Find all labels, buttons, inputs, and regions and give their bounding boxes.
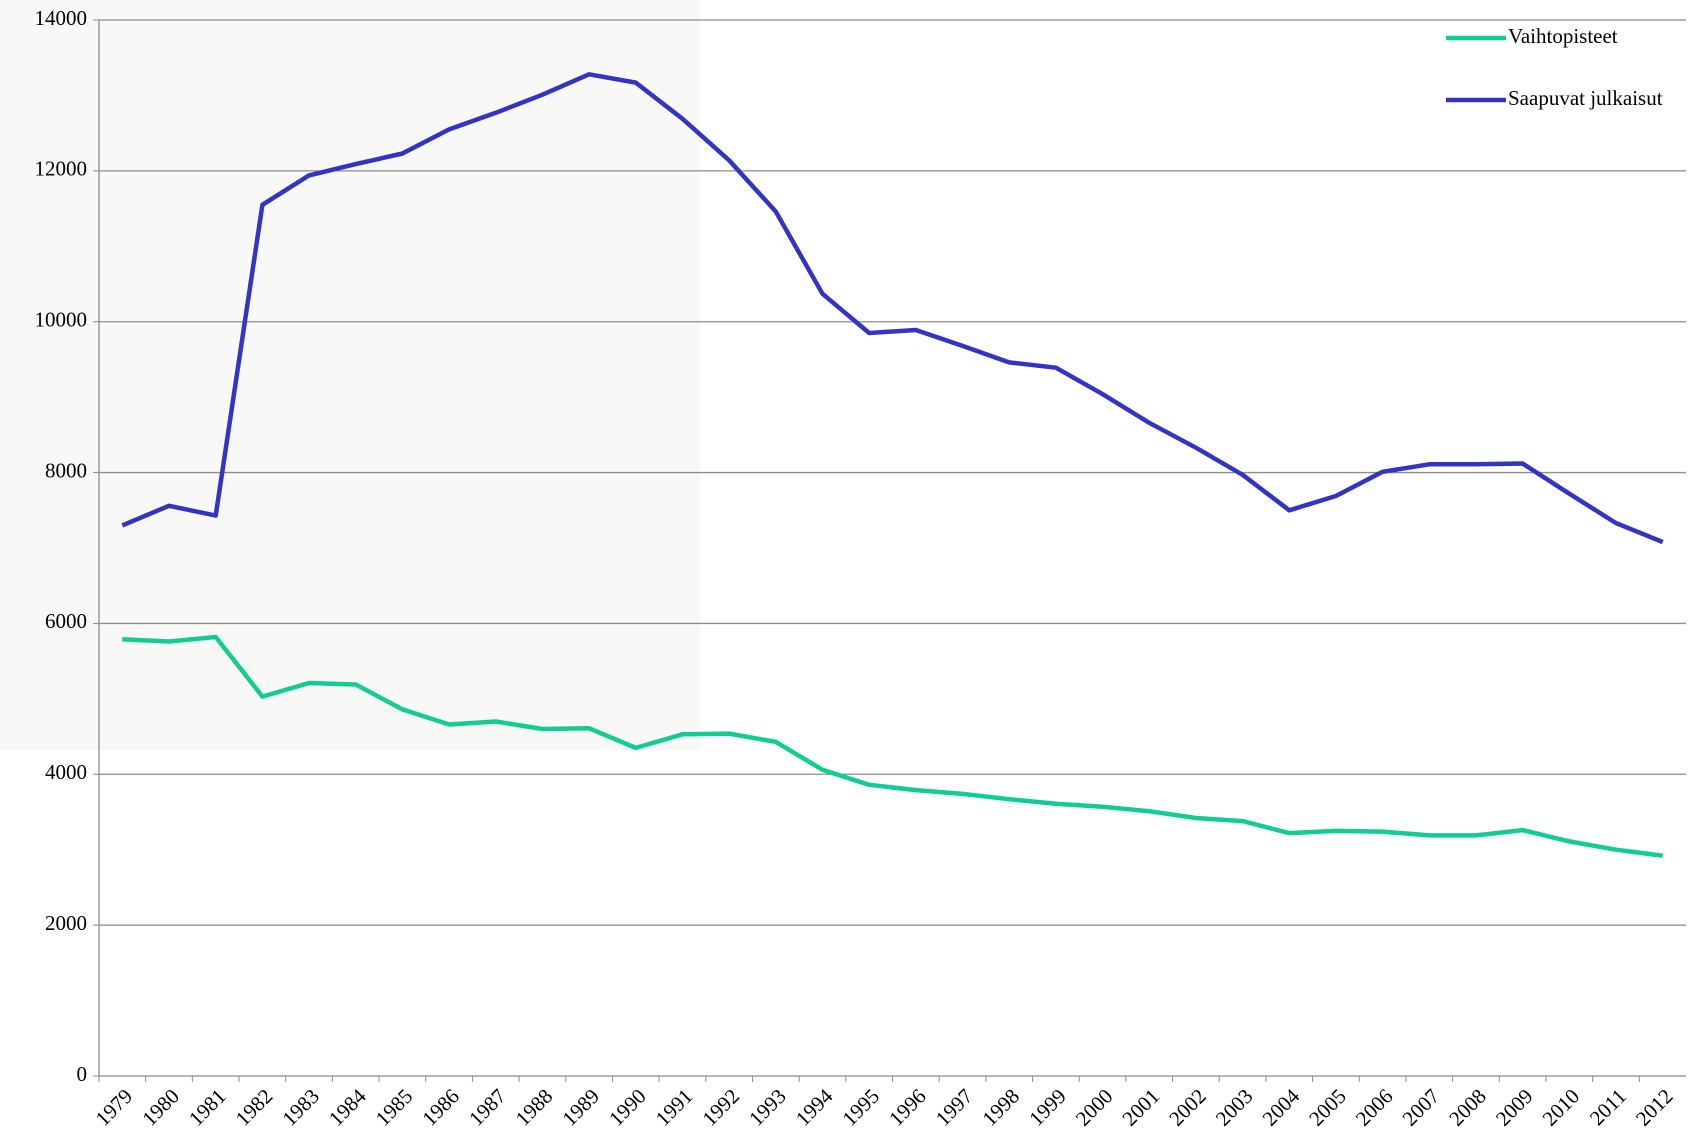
x-tick-label: 1983	[277, 1084, 324, 1131]
x-tick-label: 2008	[1444, 1084, 1491, 1131]
y-tick-label: 12000	[35, 157, 88, 181]
x-tick-label: 1998	[977, 1084, 1024, 1131]
x-tick-label: 1994	[791, 1084, 838, 1131]
legend-label: Saapuvat julkaisut	[1508, 86, 1663, 110]
x-tick-label: 1987	[464, 1084, 511, 1131]
y-tick-label: 10000	[35, 308, 88, 332]
series-line	[121, 72, 1664, 545]
x-tick-label: 1992	[697, 1084, 744, 1131]
x-tick-label: 1981	[184, 1084, 231, 1131]
x-tick-label: 2002	[1164, 1084, 1211, 1131]
background-photo	[0, 0, 700, 750]
x-tick-label: 1999	[1024, 1084, 1071, 1131]
y-tick-label: 2000	[45, 911, 87, 935]
x-tick-label: 1988	[511, 1084, 558, 1131]
x-tick-label: 1995	[837, 1084, 884, 1131]
x-tick-label: 2005	[1304, 1084, 1351, 1131]
x-tick-label: 1985	[371, 1084, 418, 1131]
x-tick-label: 2001	[1117, 1084, 1164, 1131]
x-tick-label: 2000	[1071, 1084, 1118, 1131]
x-tick-label: 1980	[137, 1084, 184, 1131]
x-tick-label: 2004	[1258, 1084, 1305, 1131]
x-tick-label: 2009	[1491, 1084, 1538, 1131]
x-tick-label: 1989	[557, 1084, 604, 1131]
x-tick-label: 2006	[1351, 1084, 1398, 1131]
y-tick-label: 14000	[35, 6, 88, 30]
x-tick-label: 1984	[324, 1084, 371, 1131]
x-tick-label: 2012	[1631, 1084, 1678, 1131]
series-line	[122, 634, 1663, 858]
x-tick-label: 1997	[931, 1084, 978, 1131]
y-tick-label: 0	[77, 1062, 88, 1086]
x-tick-label: 1996	[884, 1084, 931, 1131]
x-tick-label: 2011	[1585, 1084, 1631, 1130]
y-tick-label: 6000	[45, 609, 87, 633]
x-tick-label: 1979	[91, 1084, 138, 1131]
legend-label: Vaihtopisteet	[1508, 24, 1618, 48]
x-tick-label: 2010	[1538, 1084, 1585, 1131]
y-tick-label: 8000	[45, 458, 87, 482]
x-tick-label: 1982	[231, 1084, 278, 1131]
y-tick-label: 4000	[45, 760, 87, 784]
x-tick-label: 1990	[604, 1084, 651, 1131]
x-tick-label: 2003	[1211, 1084, 1258, 1131]
x-tick-label: 1991	[651, 1084, 698, 1131]
x-tick-label: 1986	[417, 1084, 464, 1131]
x-tick-label: 1993	[744, 1084, 791, 1131]
x-tick-label: 2007	[1398, 1084, 1445, 1131]
